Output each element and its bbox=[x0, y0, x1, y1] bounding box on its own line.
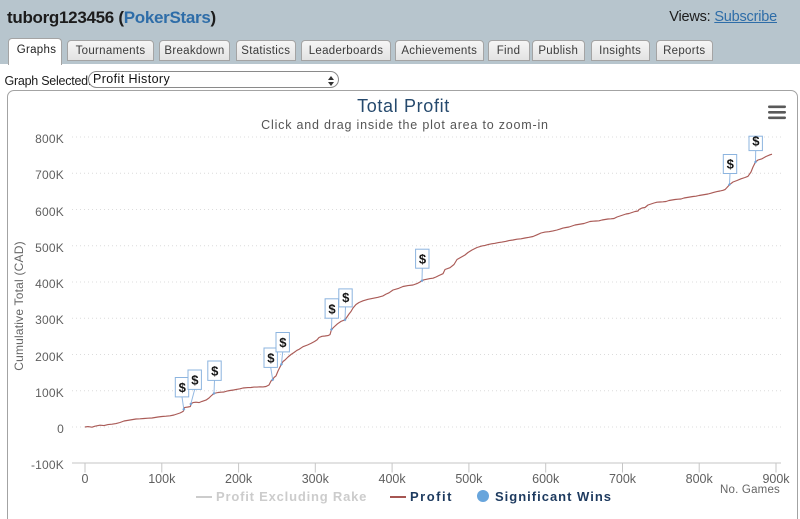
svg-text:$: $ bbox=[419, 251, 427, 266]
svg-text:$: $ bbox=[179, 380, 187, 395]
svg-text:$: $ bbox=[191, 373, 199, 388]
svg-text:$: $ bbox=[727, 157, 735, 172]
svg-text:$: $ bbox=[342, 290, 350, 305]
svg-text:$: $ bbox=[267, 351, 275, 366]
svg-text:$: $ bbox=[211, 364, 219, 379]
svg-text:$: $ bbox=[328, 301, 336, 316]
svg-text:$: $ bbox=[752, 134, 760, 149]
svg-text:$: $ bbox=[279, 335, 287, 350]
